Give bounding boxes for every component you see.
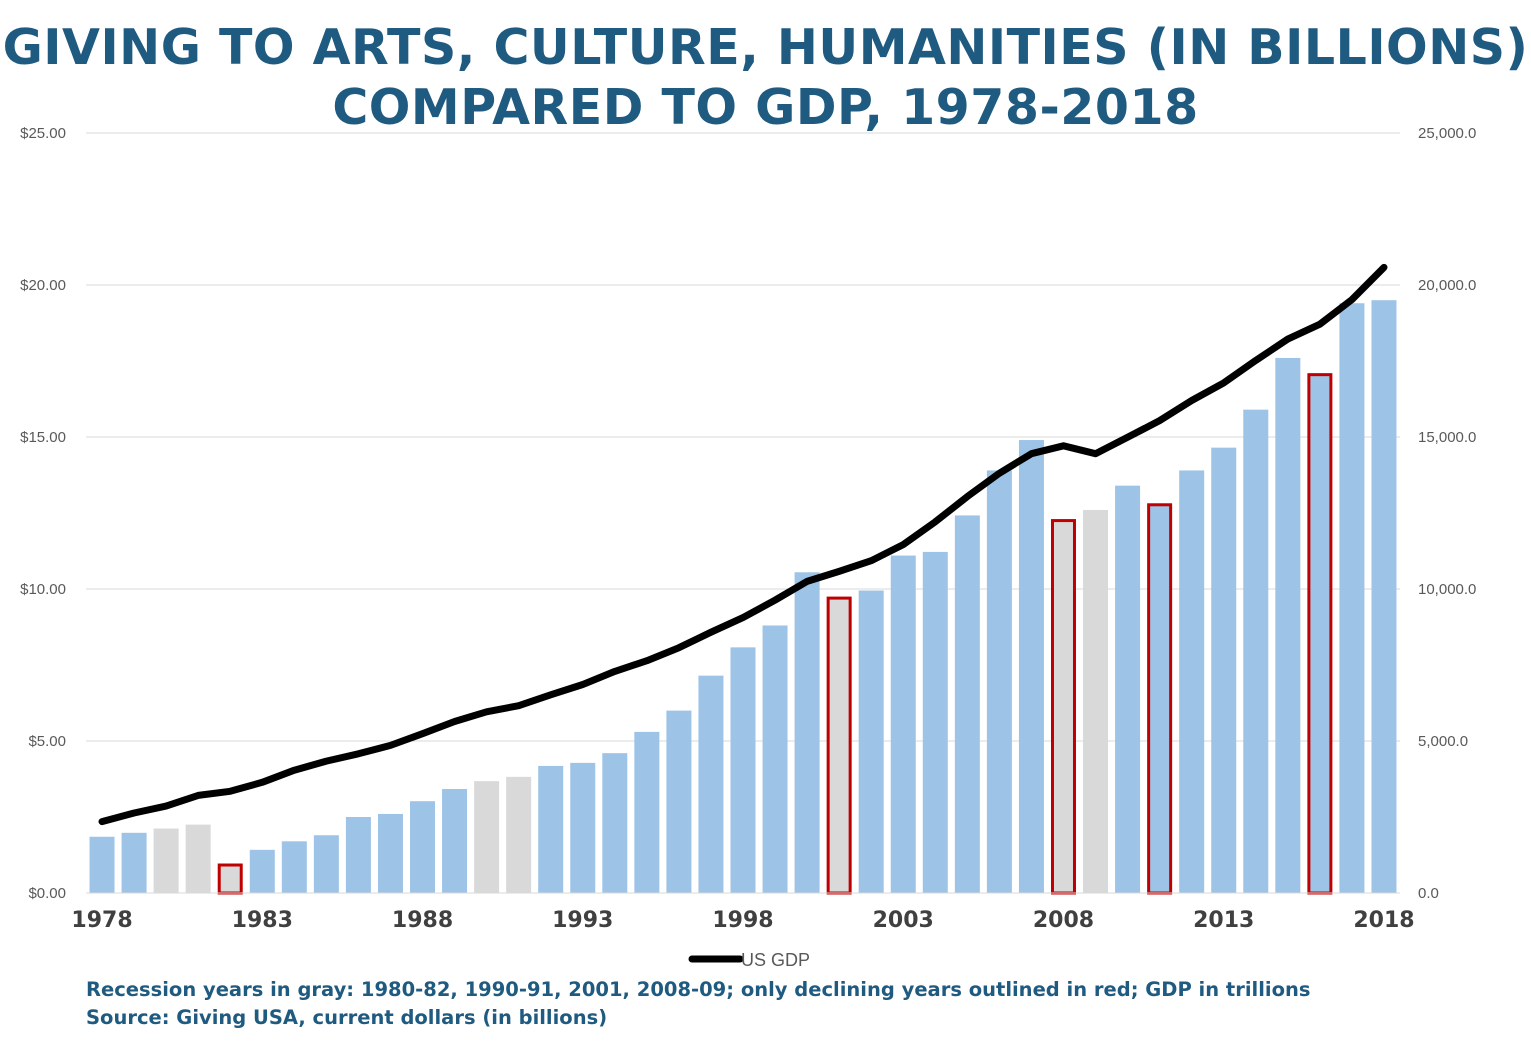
giving-bars: [89, 300, 1397, 895]
giving-bar-1981: [185, 824, 211, 893]
x-tick-label: 1993: [552, 908, 613, 933]
giving-bar-1994: [602, 753, 628, 893]
giving-bar-1986: [345, 817, 371, 893]
recession-note: Recession years in gray: 1980-82, 1990-9…: [86, 978, 1311, 1001]
giving-bar-2011: [1147, 503, 1173, 895]
giving-bar-1989: [442, 789, 468, 893]
giving-bar-2001: [826, 596, 852, 895]
giving-bar-1987: [377, 813, 403, 893]
giving-bar-1997: [698, 675, 724, 893]
gdp-line-layer: [98, 263, 1388, 826]
giving-bar-2017: [1339, 303, 1365, 893]
legend-gdp-label: US GDP: [741, 950, 810, 970]
giving-bar-2007: [1018, 440, 1044, 893]
giving-bar-1998: [730, 647, 756, 893]
x-tick-label: 1983: [232, 908, 293, 933]
chart-title-line-1: GIVING TO ARTS, CULTURE, HUMANITIES (IN …: [2, 19, 1529, 76]
y-left-tick-label: $25.00: [20, 125, 66, 142]
giving-bar-2016: [1307, 373, 1333, 895]
giving-bar-1982: [217, 863, 243, 895]
y-right-tick-label: 10,000.0: [1418, 581, 1476, 598]
giving-bar-1993: [570, 762, 596, 893]
giving-bar-1992: [538, 765, 564, 893]
giving-bar-2014: [1243, 409, 1269, 893]
giving-bar-2018: [1371, 300, 1397, 893]
source-note: Source: Giving USA, current dollars (in …: [86, 1006, 608, 1029]
giving-bar-1988: [410, 801, 436, 893]
giving-bar-2009: [1083, 509, 1109, 893]
y-right-tick-label: 5,000.0: [1418, 733, 1468, 750]
x-tick-label: 2003: [873, 908, 934, 933]
x-tick-label: 1998: [712, 908, 773, 933]
giving-bar-2003: [890, 555, 916, 893]
giving-bar-2012: [1179, 470, 1205, 893]
y-right-tick-label: 15,000.0: [1418, 429, 1476, 446]
giving-bar-2002: [858, 590, 884, 893]
legend: US GDP: [688, 950, 810, 970]
giving-bar-1979: [121, 832, 147, 893]
giving-bar-2004: [922, 551, 948, 893]
y-right-tick-label: 0.0: [1418, 885, 1439, 902]
giving-bar-1983: [249, 849, 275, 893]
giving-bar-1995: [634, 731, 660, 893]
y-right-tick-label: 25,000.0: [1418, 125, 1476, 142]
gdp-line: [98, 263, 1388, 826]
chart-notes: Recession years in gray: 1980-82, 1990-9…: [86, 976, 1310, 1032]
giving-bar-1984: [281, 841, 307, 893]
giving-bar-1991: [506, 776, 532, 893]
giving-bar-1978: [89, 836, 115, 893]
x-tick-label: 2018: [1353, 908, 1414, 933]
y-left-tick-label: $20.00: [20, 277, 66, 294]
chart-title-line-2: COMPARED TO GDP, 1978-2018: [332, 79, 1199, 136]
x-tick-label: 2008: [1033, 908, 1094, 933]
giving-bar-1996: [666, 710, 692, 893]
giving-bar-2005: [954, 515, 980, 893]
y-right-tick-label: 20,000.0: [1418, 277, 1476, 294]
giving-bar-2013: [1211, 447, 1237, 893]
giving-bar-1999: [762, 625, 788, 893]
chart-title: GIVING TO ARTS, CULTURE, HUMANITIES (IN …: [0, 18, 1531, 138]
giving-bar-1990: [474, 781, 500, 893]
y-left-tick-label: $15.00: [20, 429, 66, 446]
x-tick-label: 2013: [1193, 908, 1254, 933]
giving-bar-2006: [986, 470, 1012, 893]
giving-bar-1980: [153, 828, 179, 893]
giving-bar-2000: [794, 572, 820, 893]
giving-bar-2010: [1115, 485, 1141, 893]
y-left-tick-label: $5.00: [28, 733, 66, 750]
giving-bar-1985: [313, 835, 339, 893]
giving-bar-2015: [1275, 357, 1301, 894]
y-left-tick-label: $0.00: [28, 885, 66, 902]
axes: $0.00 $5.00 $10.00 $15.00 $20.00 $25.00 0.0 5,0…: [20, 125, 1476, 933]
x-tick-label: 1978: [71, 908, 132, 933]
x-tick-label: 1988: [392, 908, 453, 933]
y-left-tick-label: $10.00: [20, 581, 66, 598]
giving-bar-2008: [1050, 519, 1076, 895]
